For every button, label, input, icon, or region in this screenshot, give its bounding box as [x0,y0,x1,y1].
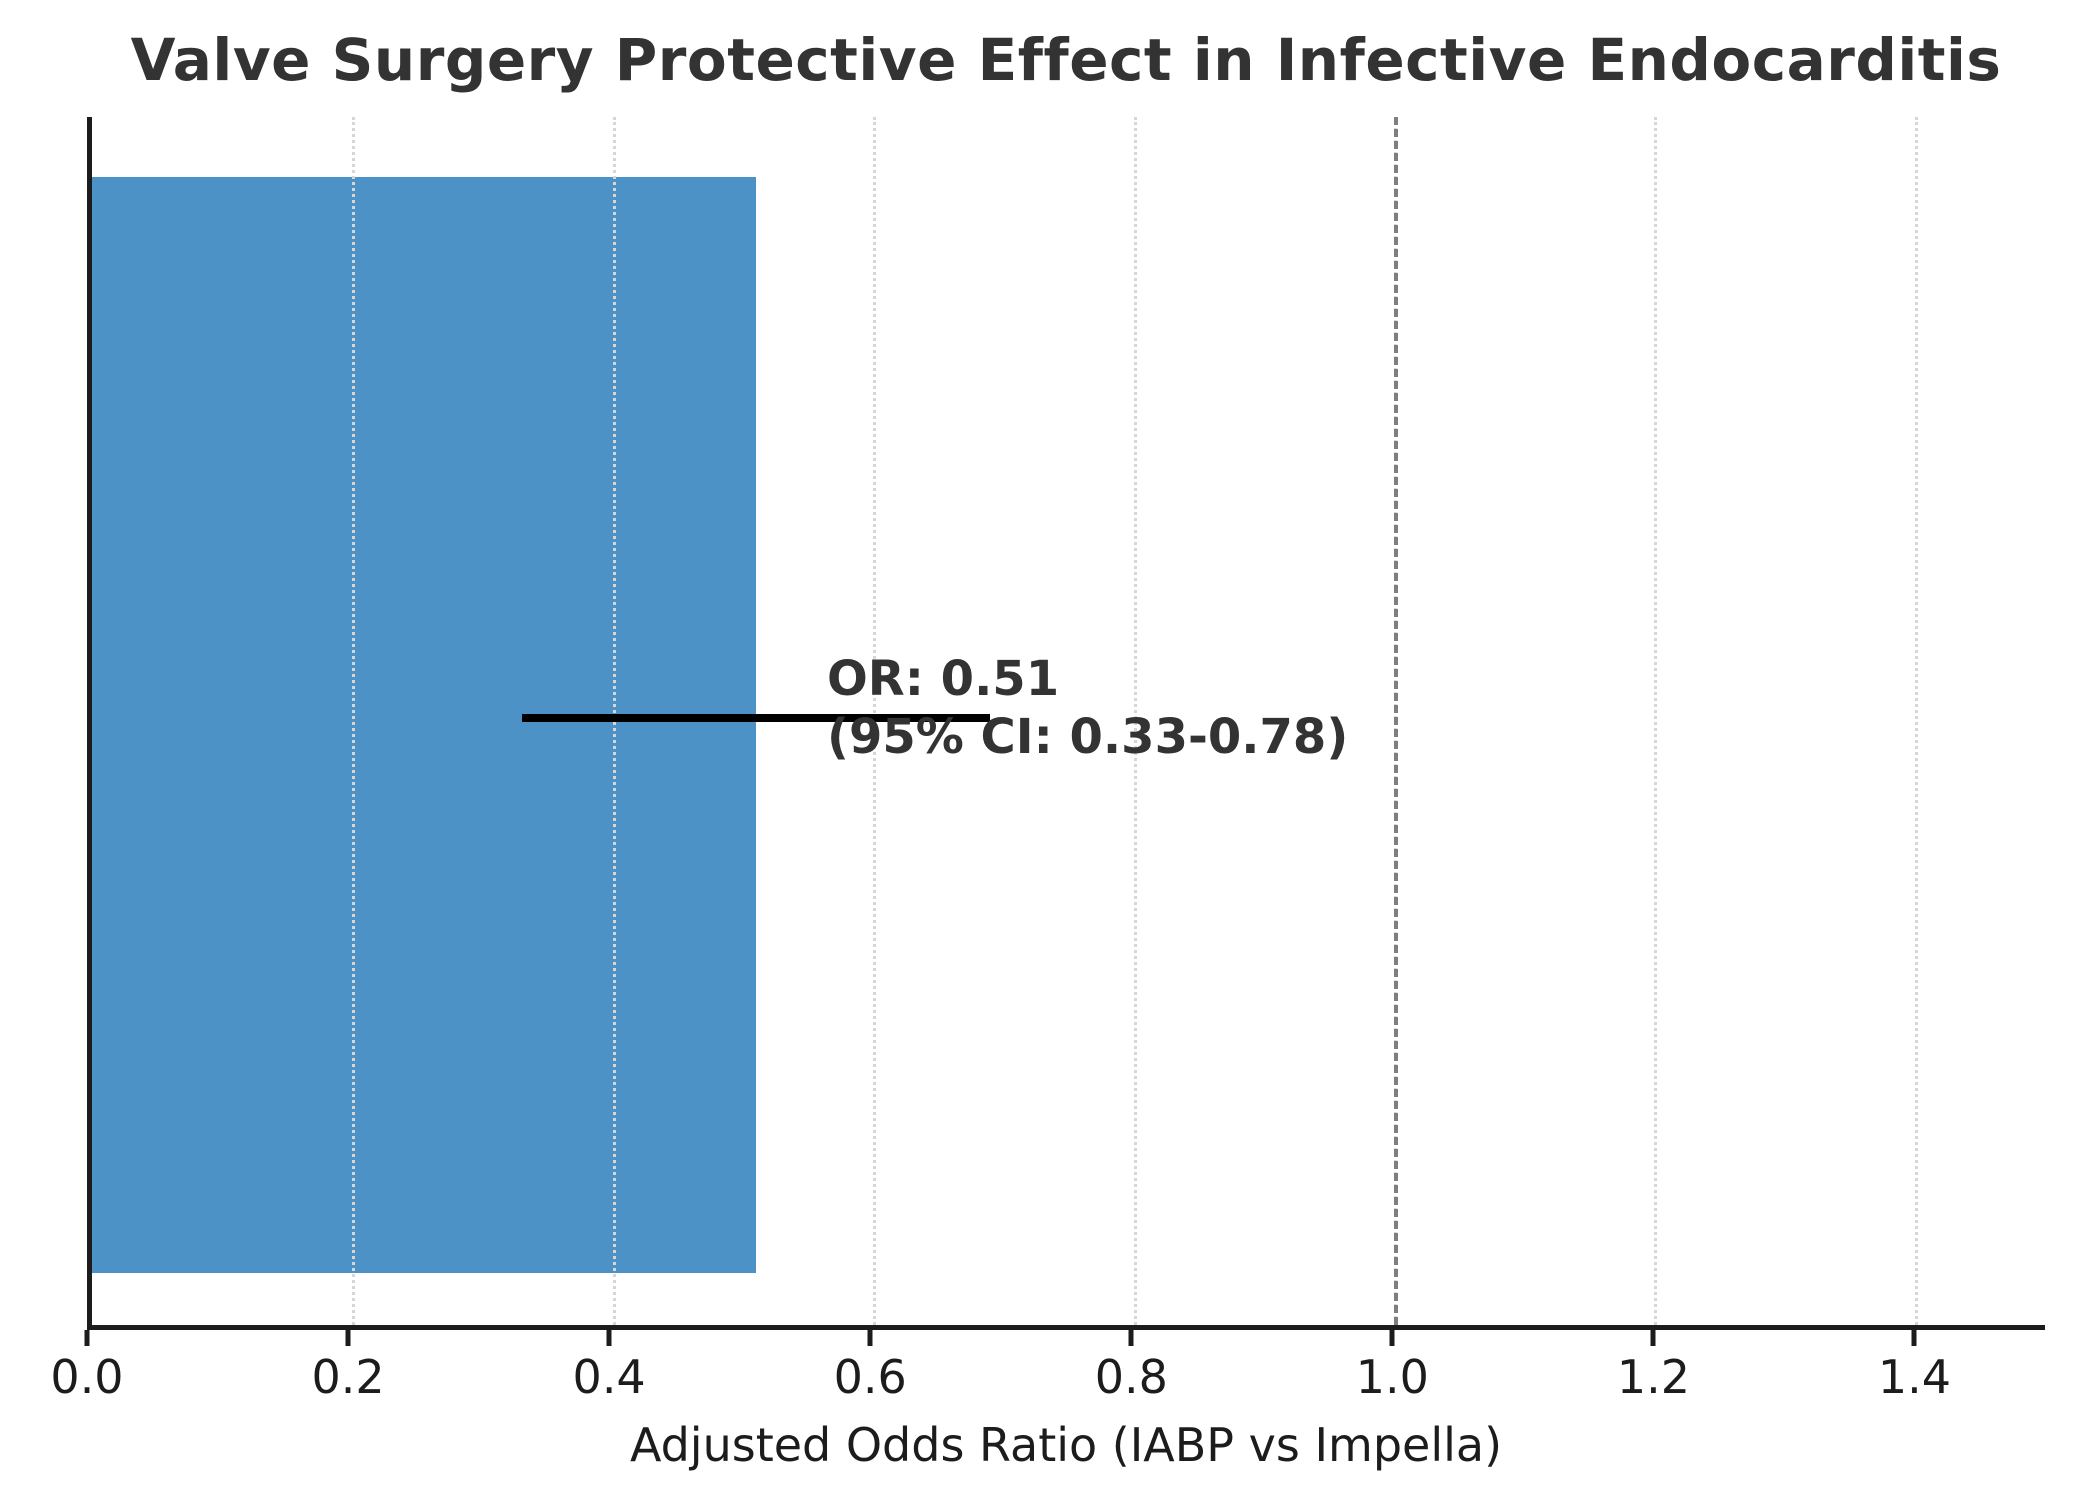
x-tick-label-0.4: 0.4 [572,1350,646,1404]
x-tick-mark-0.8 [1128,1330,1134,1346]
x-tick-label-0: 0.0 [50,1350,124,1404]
x-tick-mark-0.2 [345,1330,351,1346]
gridline-x-0.2 [352,117,356,1325]
x-axis-label: Adjusted Odds Ratio (IABP vs Impella) [629,1418,1503,1472]
or-annotation-line1: OR: 0.51 [827,651,1060,707]
x-tick-mark-1.4 [1911,1330,1917,1346]
reference-line-or-1 [1393,117,1398,1325]
x-tick-label-0.2: 0.2 [311,1350,385,1404]
x-tick-label-1: 1.0 [1355,1350,1429,1404]
x-tick-mark-1.2 [1650,1330,1656,1346]
x-axis: 0.0 0.2 0.4 0.6 0.8 1.0 1.2 1.4 Adjusted Odds R… [50,1330,2045,1500]
x-tick-mark-0.6 [867,1330,873,1346]
x-tick-mark-0.4 [606,1330,612,1346]
x-tick-label-0.8: 0.8 [1094,1350,1168,1404]
chart-title: Valve Surgery Protective Effect in Infec… [130,26,2002,94]
or-annotation: OR: 0.51 (95% CI: 0.33-0.78) [827,650,1348,766]
x-tick-mark-0 [84,1330,90,1346]
x-tick-mark-1 [1389,1330,1395,1346]
x-tick-label-1.4: 1.4 [1877,1350,1952,1404]
confidence-interval-error-bar [521,714,991,722]
x-tick-label-1.2: 1.2 [1616,1350,1690,1404]
or-annotation-line2: (95% CI: 0.33-0.78) [827,709,1349,765]
x-tick-label-0.6: 0.6 [833,1350,907,1404]
gridline-x-1.4 [1914,117,1918,1325]
gridline-x-0.8 [1133,117,1137,1325]
odds-ratio-bar [92,177,757,1273]
plot-area: OR: 0.51 (95% CI: 0.33-0.78) [87,117,2045,1330]
gridline-x-1.2 [1654,117,1658,1325]
